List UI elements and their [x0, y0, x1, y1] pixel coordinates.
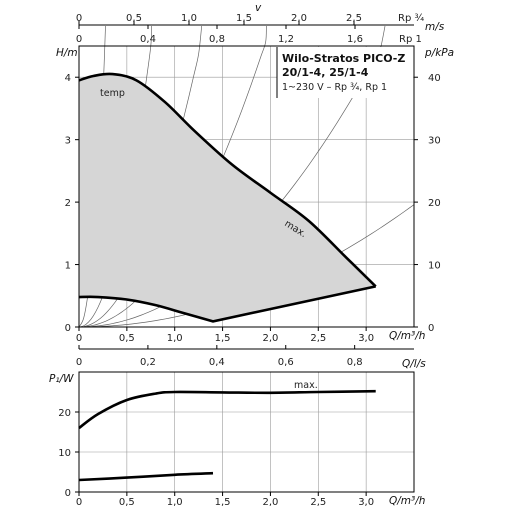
lower-x-tick-label: 3,0 — [358, 497, 374, 508]
ls-tick-label: 0,8 — [347, 357, 363, 368]
lower-grid — [79, 372, 414, 492]
lower-y-tick-label: 10 — [58, 448, 71, 459]
rp1-tick-label: 0 — [76, 34, 82, 45]
chart-title-line2: 20/1-4, 25/1-4 — [282, 66, 369, 79]
lower-y-label: P₁/W — [49, 373, 74, 385]
y-right-tick-label: 10 — [428, 261, 441, 272]
x-tick-label: 2,0 — [262, 333, 278, 344]
lower-x-tick-label: 2,5 — [310, 497, 326, 508]
y-right-tick-label: 30 — [428, 136, 441, 147]
ls-tick-label: 0 — [76, 357, 82, 368]
ls-tick-label: 0,4 — [209, 357, 225, 368]
y-left-label: H/m — [56, 47, 78, 59]
rp34-tick-label: 1,0 — [181, 13, 197, 24]
rp34-tick-label: 2,5 — [346, 13, 362, 24]
rp34-unit: m/s — [425, 21, 445, 33]
upper-plot-frame — [78, 45, 415, 328]
ls-tick-label: 0,6 — [278, 357, 294, 368]
rp1-label: Rp 1 — [399, 34, 422, 45]
rp34-label: Rp ¾ — [398, 13, 424, 24]
y-right-tick-label: 20 — [428, 198, 441, 209]
lower-y-tick-label: 20 — [58, 408, 71, 419]
lower-y-tick-label: 0 — [65, 488, 71, 499]
chart-subtitle: 1~230 V – Rp ¾, Rp 1 — [282, 82, 387, 93]
y-tick-label: 0 — [65, 323, 71, 334]
x-tick-label: 2,5 — [310, 333, 326, 344]
max-curve — [78, 72, 377, 288]
x-tick-label: 1,5 — [215, 333, 231, 344]
y-right-tick-label: 0 — [428, 323, 434, 334]
power-min-curve — [78, 471, 214, 482]
x-tick-label: 0 — [76, 333, 82, 344]
top-axis: v 0 0,5 1,0 1,5 2,0 2,5 Rp ¾ m/s 0 0,4 0,8 1,2 1,… — [76, 2, 445, 45]
y-tick-label: 1 — [65, 261, 71, 272]
y-tick-label: 2 — [65, 198, 71, 209]
operating-area — [79, 73, 376, 322]
x-tick-label: 3,0 — [358, 333, 374, 344]
rp1-tick-label: 0,4 — [140, 34, 156, 45]
upper-x-label: Q/m³/h — [389, 330, 425, 342]
chart-title: Wilo-Stratos PICO-Z — [282, 52, 405, 65]
ls-tick-label: 0,2 — [140, 357, 156, 368]
lower-x-tick-label: 0,5 — [119, 497, 135, 508]
y-tick-label: 4 — [65, 73, 71, 84]
legend-box: Wilo-Stratos PICO-Z 20/1-4, 25/1-4 1~230… — [276, 47, 413, 98]
lower-x-label: Q/m³/h — [389, 495, 425, 507]
rp1-tick-label: 0,8 — [209, 34, 225, 45]
rp34-tick-label: 0 — [76, 13, 82, 24]
lower-x-tick-label: 0 — [76, 497, 82, 508]
rp34-tick-label: 1,5 — [236, 13, 252, 24]
lower-x-tick-label: 1,0 — [167, 497, 183, 508]
temp-annotation: temp — [100, 88, 125, 99]
rp1-tick-label: 1,6 — [347, 34, 363, 45]
x-tick-label: 0,5 — [119, 333, 135, 344]
y-right-tick-label: 40 — [428, 73, 441, 84]
min-curve — [78, 285, 376, 323]
rp1-tick-label: 1,2 — [278, 34, 294, 45]
rp34-tick-label: 0,5 — [126, 13, 142, 24]
flow-ls-axis: 0 0,2 0,4 0,6 0,8 Q/l/s — [76, 345, 426, 370]
y-tick-label: 3 — [65, 136, 71, 147]
x-tick-label: 1,0 — [167, 333, 183, 344]
v-label: v — [255, 2, 262, 14]
lower-x-tick-label: 2,0 — [262, 497, 278, 508]
rp34-tick-label: 2,0 — [291, 13, 307, 24]
lower-plot-frame — [78, 371, 415, 493]
y-right-label: p/kPa — [424, 47, 454, 59]
power-max-annotation: max. — [294, 380, 318, 391]
flow-ls-label: Q/l/s — [402, 358, 426, 370]
power-max-curve — [78, 389, 376, 430]
lower-x-tick-label: 1,5 — [215, 497, 231, 508]
